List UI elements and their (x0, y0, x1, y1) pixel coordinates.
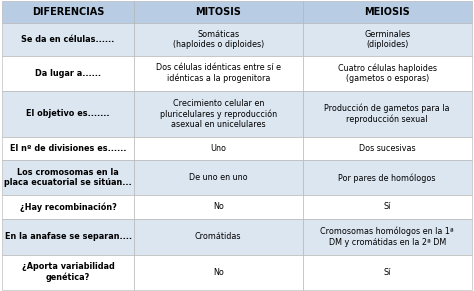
Bar (2, 23, 134, 56)
Bar (303, 219, 472, 255)
Bar (303, 195, 472, 219)
Text: Los cromosomas en la
placa ecuatorial se sitúan...: Los cromosomas en la placa ecuatorial se… (4, 168, 132, 187)
Text: Dos sucesivas: Dos sucesivas (359, 144, 416, 153)
Bar (134, 255, 303, 290)
Bar (2, 219, 134, 255)
Bar (134, 23, 303, 56)
Bar (2, 160, 134, 195)
Text: De uno en uno: De uno en uno (189, 173, 247, 182)
Bar (303, 91, 472, 137)
Text: Producción de gametos para la
reproducción sexual: Producción de gametos para la reproducci… (324, 104, 450, 124)
Text: Germinales
(diploides): Germinales (diploides) (364, 30, 410, 49)
Bar (2, 255, 134, 290)
Text: No: No (213, 203, 224, 212)
Bar (2, 195, 134, 219)
Bar (303, 160, 472, 195)
Text: El objetivo es.......: El objetivo es....... (27, 109, 110, 118)
Bar (2, 91, 134, 137)
Text: El nº de divisiones es......: El nº de divisiones es...... (10, 144, 126, 153)
Bar (134, 195, 303, 219)
Bar (134, 160, 303, 195)
Text: Cromátidas: Cromátidas (195, 232, 241, 241)
Bar (2, 56, 134, 91)
Bar (303, 137, 472, 160)
Text: ¿Aporta variabilidad
genética?: ¿Aporta variabilidad genética? (22, 262, 114, 282)
Text: Somáticas
(haploides o diploides): Somáticas (haploides o diploides) (173, 30, 264, 49)
Text: MEIOSIS: MEIOSIS (365, 7, 410, 17)
Text: DIFERENCIAS: DIFERENCIAS (32, 7, 104, 17)
Text: MITOSIS: MITOSIS (195, 7, 241, 17)
Text: Cuatro células haploides
(gametos o esporas): Cuatro células haploides (gametos o espo… (337, 63, 437, 84)
Bar (134, 219, 303, 255)
Text: Da lugar a......: Da lugar a...... (35, 69, 101, 78)
Bar (303, 1, 472, 23)
Bar (2, 1, 134, 23)
Text: Uno: Uno (210, 144, 226, 153)
Text: Por pares de homólogos: Por pares de homólogos (338, 173, 436, 182)
Text: Sí: Sí (383, 268, 391, 277)
Text: ¿Hay recombinación?: ¿Hay recombinación? (19, 202, 117, 212)
Text: Crecimiento celular en
pluricelulares y reproducción
asexual en unicelulares: Crecimiento celular en pluricelulares y … (160, 99, 277, 129)
Bar (2, 137, 134, 160)
Bar (134, 1, 303, 23)
Bar (303, 56, 472, 91)
Text: Cromosomas homólogos en la 1ª
DM y cromátidas en la 2ª DM: Cromosomas homólogos en la 1ª DM y cromá… (320, 227, 454, 247)
Bar (303, 255, 472, 290)
Bar (303, 23, 472, 56)
Bar (134, 137, 303, 160)
Bar (134, 56, 303, 91)
Text: Sí: Sí (383, 203, 391, 212)
Bar (134, 91, 303, 137)
Text: Dos células idénticas entre sí e
idénticas a la progenitora: Dos células idénticas entre sí e idéntic… (156, 63, 281, 84)
Text: En la anafase se separan....: En la anafase se separan.... (5, 232, 132, 241)
Text: Se da en células......: Se da en células...... (21, 35, 115, 44)
Text: No: No (213, 268, 224, 277)
